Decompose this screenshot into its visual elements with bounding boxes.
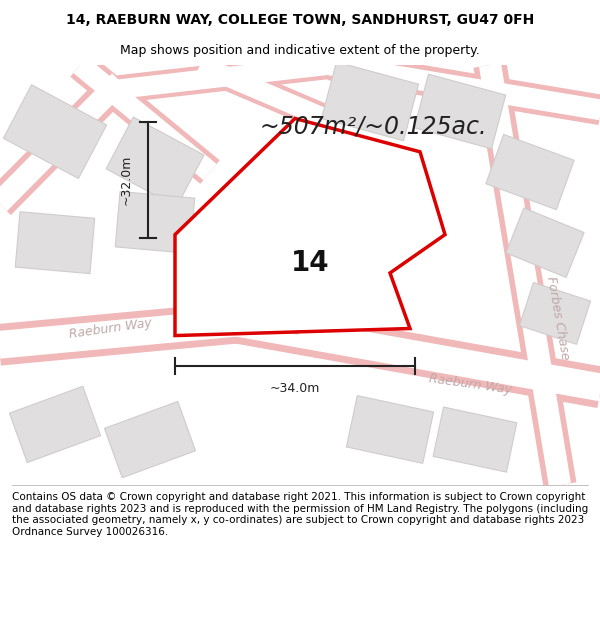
Polygon shape [175, 119, 445, 336]
Polygon shape [104, 401, 196, 478]
Text: 14, RAEBURN WAY, COLLEGE TOWN, SANDHURST, GU47 0FH: 14, RAEBURN WAY, COLLEGE TOWN, SANDHURST… [66, 12, 534, 26]
Text: 14: 14 [290, 249, 329, 277]
Text: Raeburn Way: Raeburn Way [428, 372, 512, 396]
Polygon shape [520, 282, 590, 344]
Polygon shape [15, 212, 95, 274]
Polygon shape [4, 85, 107, 179]
Polygon shape [115, 191, 195, 254]
Polygon shape [414, 74, 506, 149]
Polygon shape [346, 396, 434, 463]
Polygon shape [10, 386, 101, 462]
Text: Forbes Chase: Forbes Chase [544, 276, 572, 361]
Text: ~34.0m: ~34.0m [270, 382, 320, 394]
Polygon shape [106, 117, 204, 207]
Polygon shape [506, 208, 584, 278]
Text: Contains OS data © Crown copyright and database right 2021. This information is : Contains OS data © Crown copyright and d… [12, 492, 588, 537]
Text: ~507m²/~0.125ac.: ~507m²/~0.125ac. [260, 114, 487, 139]
Polygon shape [433, 407, 517, 472]
Text: Raeburn Way: Raeburn Way [68, 316, 152, 341]
Polygon shape [486, 134, 574, 209]
Polygon shape [199, 242, 311, 334]
Text: ~32.0m: ~32.0m [119, 154, 133, 205]
Polygon shape [322, 62, 419, 141]
Text: Map shows position and indicative extent of the property.: Map shows position and indicative extent… [120, 44, 480, 58]
